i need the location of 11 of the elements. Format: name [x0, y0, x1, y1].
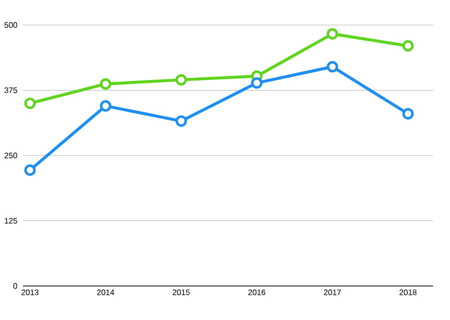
point [251, 77, 263, 89]
point [100, 100, 112, 112]
point [326, 61, 338, 72]
point [24, 164, 36, 176]
point [402, 108, 414, 120]
point [402, 40, 414, 52]
point [100, 78, 112, 90]
point [175, 74, 187, 86]
point [326, 28, 338, 40]
point [24, 98, 36, 110]
point [175, 115, 187, 127]
